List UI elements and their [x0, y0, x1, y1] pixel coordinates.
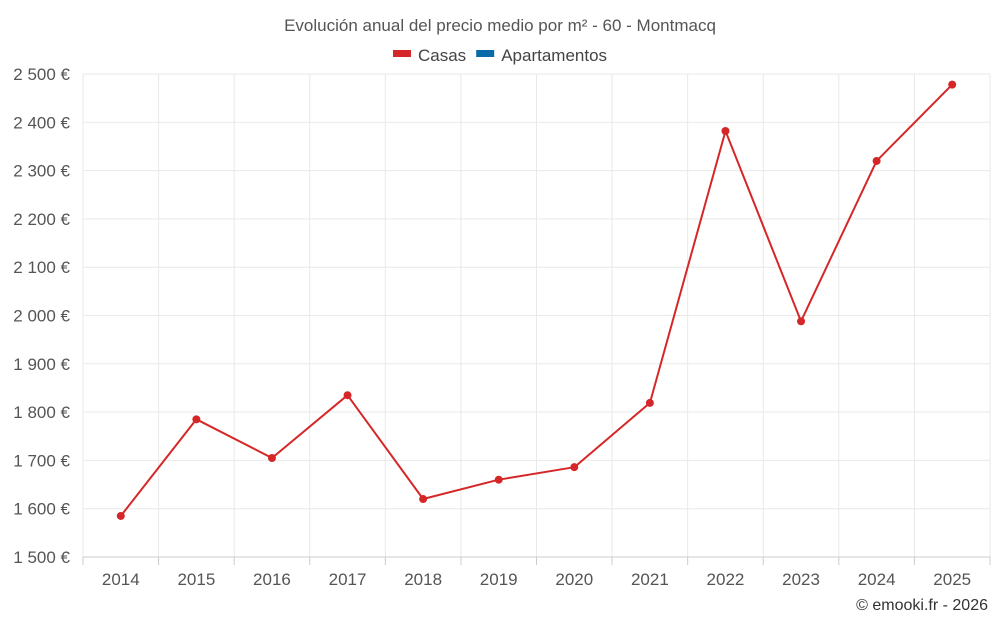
y-tick-label: 1 500 € [13, 548, 70, 567]
legend: Casas Apartamentos [393, 46, 607, 65]
y-tick-label: 2 400 € [13, 113, 70, 132]
y-tick-label: 2 000 € [13, 307, 70, 326]
x-tick-label: 2018 [404, 570, 442, 589]
y-tick-label: 1 700 € [13, 451, 70, 470]
data-point[interactable] [872, 156, 881, 165]
y-tick-label: 2 300 € [13, 162, 70, 181]
x-axis: 2014 2015 2016 2017 2018 2019 2020 2021 2022 2023… [82, 556, 991, 589]
y-tick-label: 1 800 € [13, 403, 70, 422]
y-axis: 1 500 € 1 600 € 1 700 € 1 800 € 1 900 € 2 000… [13, 65, 70, 567]
x-tick-label: 2024 [858, 570, 896, 589]
data-point[interactable] [419, 495, 428, 504]
data-point[interactable] [948, 80, 957, 89]
data-point[interactable] [343, 391, 352, 400]
y-tick-label: 1 600 € [13, 500, 70, 519]
chart-title: Evolución anual del precio medio por m² … [284, 16, 716, 35]
y-tick-label: 2 500 € [13, 65, 70, 84]
x-tick-label: 2017 [329, 570, 367, 589]
legend-label: Apartamentos [501, 46, 607, 65]
x-tick-label: 2014 [102, 570, 140, 589]
legend-swatch [393, 50, 411, 57]
x-tick-label: 2015 [177, 570, 215, 589]
y-tick-label: 1 900 € [13, 355, 70, 374]
y-tick-label: 2 200 € [13, 210, 70, 229]
data-point[interactable] [116, 511, 125, 520]
grid [82, 73, 991, 558]
x-tick-label: 2019 [480, 570, 518, 589]
x-tick-label: 2025 [933, 570, 971, 589]
legend-swatch [476, 50, 495, 57]
x-tick-label: 2016 [253, 570, 291, 589]
series-layer [116, 80, 957, 520]
legend-label: Casas [418, 46, 466, 65]
legend-item-apartamentos[interactable]: Apartamentos [476, 46, 607, 65]
legend-item-casas[interactable]: Casas [393, 46, 466, 65]
x-tick-label: 2022 [707, 570, 745, 589]
credit-text: © emooki.fr - 2026 [856, 597, 988, 614]
data-point[interactable] [570, 463, 579, 472]
data-point[interactable] [267, 453, 276, 462]
data-point[interactable] [721, 126, 730, 135]
y-tick-label: 2 100 € [13, 258, 70, 277]
data-point[interactable] [192, 415, 201, 424]
data-point[interactable] [494, 475, 503, 484]
x-tick-label: 2020 [555, 570, 593, 589]
x-tick-label: 2023 [782, 570, 820, 589]
data-point[interactable] [645, 398, 654, 407]
series-line-casas [120, 83, 953, 517]
x-tick-label: 2021 [631, 570, 669, 589]
data-point[interactable] [797, 317, 806, 326]
